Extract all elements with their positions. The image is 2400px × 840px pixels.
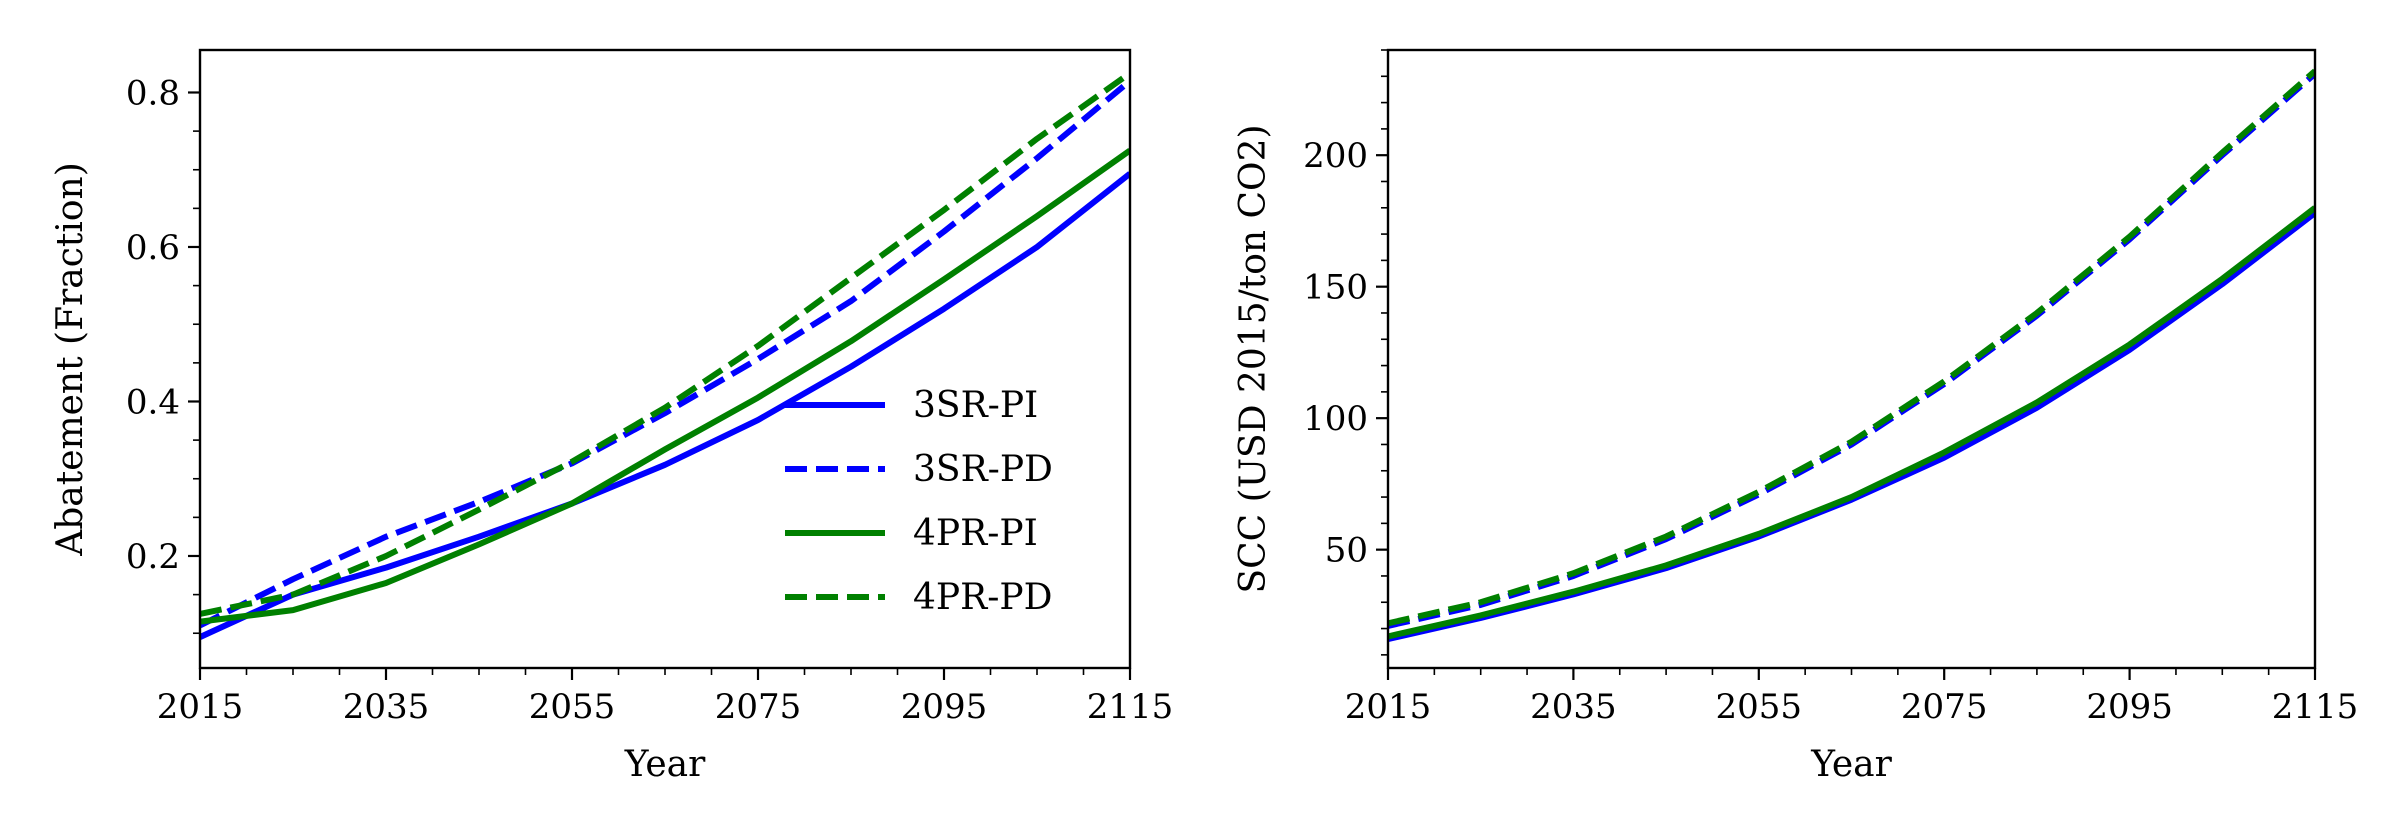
plot-frame — [1386, 48, 2317, 670]
scc-chart: 2015 2035 2055 2075 2095 2115 50 100 150 200 Year S… — [1233, 48, 2359, 785]
x-tick-label: 2055 — [529, 687, 616, 727]
y-tick-label: 0.8 — [126, 73, 180, 113]
abatement-chart: 2015 2035 2055 2075 2095 2115 0.2 0.4 0.6 0.8 Year… — [50, 48, 1174, 785]
x-tick-label: 2115 — [2272, 687, 2359, 727]
y-axis-label: SCC (USD 2015/ton CO2) — [1233, 124, 1274, 593]
x-tick-label: 2075 — [1901, 687, 1988, 727]
x-tick-label: 2055 — [1716, 687, 1803, 727]
series-line-3sr-pi — [1388, 210, 2315, 643]
x-tick-label: 2115 — [1087, 687, 1174, 727]
series-line-4pr-pi — [1388, 205, 2315, 640]
x-axis-label: Year — [624, 744, 706, 785]
series-line-4pr-pd — [200, 70, 1130, 617]
x-tick-label: 2095 — [2086, 687, 2173, 727]
y-tick-label: 0.6 — [126, 228, 180, 268]
y-tick-label: 100 — [1303, 399, 1368, 439]
y-tick-label: 150 — [1303, 268, 1368, 308]
series-line-3sr-pd — [200, 78, 1130, 629]
series-line-4pr-pi — [200, 147, 1130, 625]
y-tick-label: 200 — [1303, 136, 1368, 176]
legend-label: 4PR-PI — [913, 513, 1038, 554]
y-tick-label: 0.4 — [126, 382, 180, 422]
x-tick-label: 2075 — [715, 687, 802, 727]
series-line-3sr-pd — [1388, 71, 2315, 629]
legend: 3SR-PI 3SR-PD 4PR-PI 4PR-PD — [785, 385, 1053, 618]
x-tick-label: 2035 — [1530, 687, 1617, 727]
series-line-3sr-pi — [200, 171, 1130, 640]
x-tick-label: 2035 — [343, 687, 430, 727]
legend-label: 4PR-PD — [913, 577, 1052, 618]
x-tick-label: 2015 — [157, 687, 244, 727]
legend-label: 3SR-PD — [913, 449, 1053, 490]
x-tick-label: 2015 — [1345, 687, 1432, 727]
y-tick-label: 50 — [1325, 531, 1368, 571]
x-axis-label: Year — [1810, 744, 1892, 785]
y-tick-label: 0.2 — [126, 537, 180, 577]
y-axis-label: Abatement (Fraction) — [50, 162, 91, 557]
legend-label: 3SR-PI — [913, 385, 1038, 426]
series-line-4pr-pd — [1388, 68, 2315, 627]
x-tick-label: 2095 — [901, 687, 988, 727]
